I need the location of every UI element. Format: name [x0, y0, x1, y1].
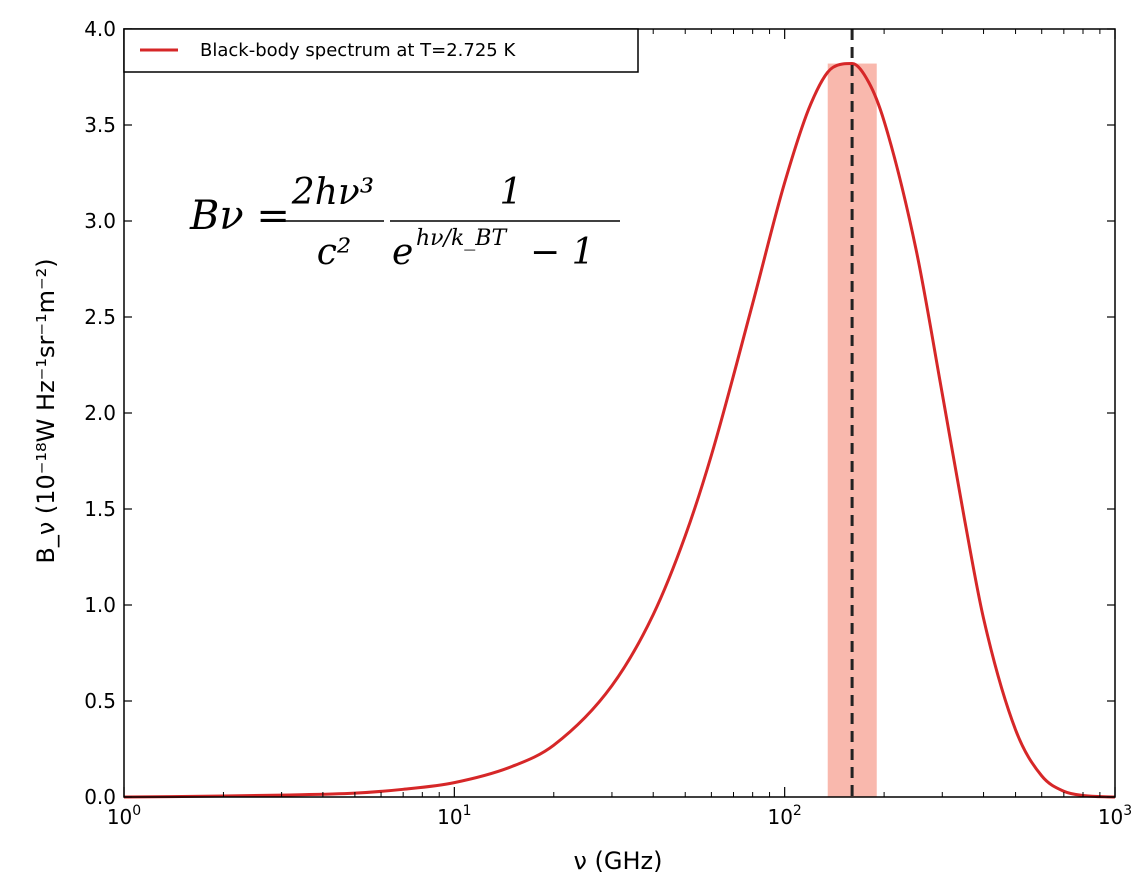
y-tick-label: 0.5 [84, 689, 116, 713]
formula-annotation: Bν = 2hν³ c² 1 e hν/k_BT − 1 [189, 172, 620, 273]
series-line-0 [123, 62, 1116, 799]
plot-area [123, 29, 1116, 799]
formula-frac1-num: 2hν³ [291, 172, 374, 213]
y-tick-label: 1.0 [84, 593, 116, 617]
x-tick-label: 101 [437, 803, 471, 829]
tick-labels: 0.0 0.5 1.0 1.5 2.0 2.5 3.0 3.5 4.0 100 101 102 103 [84, 17, 1132, 829]
y-tick-label: 0.0 [84, 785, 116, 809]
x-tick-label: 102 [767, 803, 801, 829]
y-tick-label: 3.0 [84, 209, 116, 233]
plot-frame [123, 28, 1116, 798]
x-axis-label: ν (GHz) [573, 847, 662, 875]
y-tick-label: 3.5 [84, 113, 116, 137]
formula-frac2-num: 1 [500, 172, 523, 213]
y-tick-label: 1.5 [84, 497, 116, 521]
x-tick-label: 100 [107, 803, 141, 829]
formula-frac2-den-rest: − 1 [530, 232, 595, 273]
legend-label: Black-body spectrum at T=2.725 K [200, 40, 516, 61]
y-tick-label: 2.0 [84, 401, 116, 425]
formula-lhs: Bν = [189, 193, 290, 239]
x-tick-label: 103 [1098, 803, 1132, 829]
axes-frame [123, 28, 1116, 798]
formula-frac2-den-e: e [392, 232, 413, 273]
legend: Black-body spectrum at T=2.725 K [123, 28, 639, 73]
y-tick-label: 4.0 [84, 17, 116, 41]
y-axis-label: B_ν (10⁻¹⁸W Hz⁻¹sr⁻¹m⁻²) [32, 258, 60, 563]
svg-text:B_ν (10⁻¹⁸W Hz⁻¹sr⁻¹m⁻²): B_ν (10⁻¹⁸W Hz⁻¹sr⁻¹m⁻²) [32, 258, 60, 563]
formula-frac1-den: c² [317, 232, 352, 273]
y-tick-label: 2.5 [84, 305, 116, 329]
formula-frac2-den-exp: hν/k_BT [416, 226, 508, 251]
legend-box [123, 28, 639, 73]
